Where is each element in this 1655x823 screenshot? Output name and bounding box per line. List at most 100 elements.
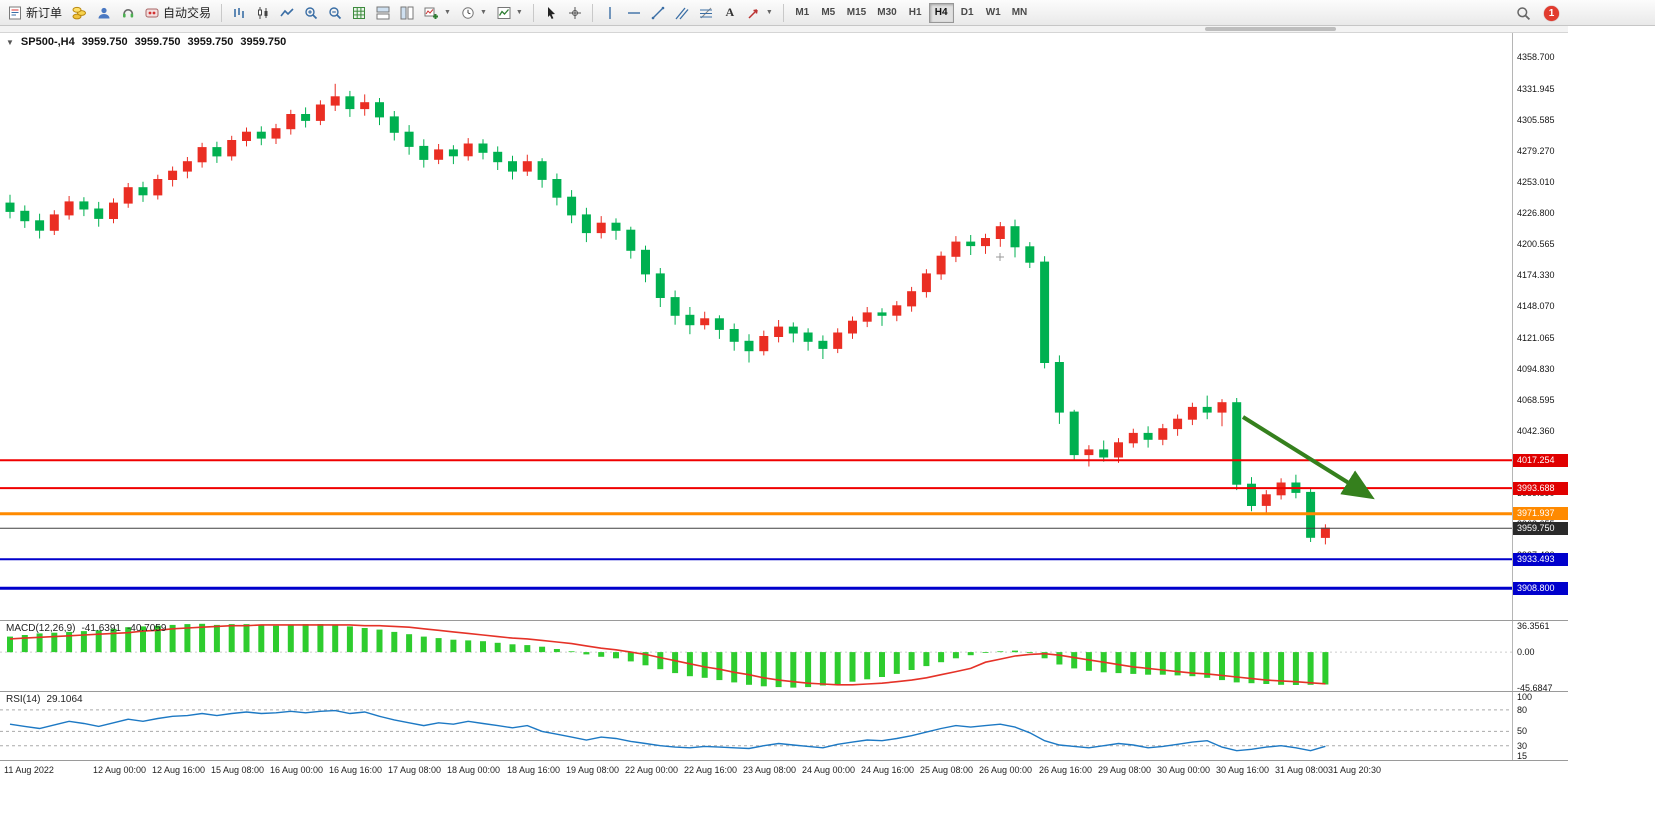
- indicators-button[interactable]: ▼: [493, 3, 527, 23]
- chart-title: ▼ SP500-,H4 3959.750 3959.750 3959.750 3…: [6, 36, 286, 48]
- new-order-button[interactable]: 新订单: [4, 3, 66, 23]
- price-axis-label: 4121.065: [1517, 333, 1555, 343]
- zoom-in-icon: [305, 6, 318, 19]
- price-axis-label: 4279.270: [1517, 146, 1555, 156]
- chart-horizontal-scrollbar[interactable]: [0, 26, 1568, 33]
- price-axis[interactable]: 4358.700 4331.945 4305.585 4279.270 4253.010…: [1512, 33, 1569, 620]
- timeframe-button-M5[interactable]: M5: [816, 3, 841, 23]
- time-axis-label: 23 Aug 08:00: [743, 765, 797, 775]
- auto-trading-icon: [145, 8, 159, 17]
- rsi-label: RSI(14): [6, 694, 41, 705]
- time-axis[interactable]: 11 Aug 2022 12 Aug 00:00 12 Aug 16:00 15 Au…: [0, 761, 1568, 781]
- timeframe-button-M15[interactable]: M15: [842, 3, 871, 23]
- macd-axis-label: -45.6847: [1517, 683, 1553, 693]
- channel-icon: [675, 7, 689, 19]
- rsi-panel: RSI(14) 29.1064 100 80 50 30 15: [0, 692, 1569, 761]
- bar-chart-icon: [234, 7, 244, 18]
- macd-canvas[interactable]: [0, 621, 1512, 691]
- toolbar-separator: [532, 3, 534, 22]
- cursor-tool-button[interactable]: [540, 3, 562, 23]
- time-axis-label: 18 Aug 16:00: [507, 765, 561, 775]
- price-chart-panel: ▼ SP500-,H4 3959.750 3959.750 3959.750 3…: [0, 33, 1569, 621]
- ohlc-close: 3959.750: [240, 36, 287, 48]
- price-axis-label: 4226.800: [1517, 208, 1555, 218]
- ohlc-low: 3959.750: [187, 36, 234, 48]
- chevron-down-icon: ▼: [444, 9, 451, 16]
- time-axis-label: 31 Aug 20:30: [1328, 765, 1382, 775]
- bar-chart-mode-button[interactable]: [228, 3, 250, 23]
- search-button[interactable]: [1512, 3, 1534, 23]
- tile-windows-horizontal-button[interactable]: [372, 3, 394, 23]
- vertical-line-tool-button[interactable]: [599, 3, 621, 23]
- zoom-out-button[interactable]: [324, 3, 346, 23]
- rsi-axis-label: 100: [1517, 692, 1533, 702]
- price-axis-label: 4358.700: [1517, 52, 1555, 62]
- period-button[interactable]: ▼: [457, 3, 491, 23]
- notification-badge[interactable]: 1: [1544, 5, 1559, 21]
- text-tool-button[interactable]: A: [719, 3, 741, 23]
- timeframe-button-MN[interactable]: MN: [1007, 3, 1033, 23]
- channel-tool-button[interactable]: [671, 3, 693, 23]
- time-axis-label: 24 Aug 00:00: [802, 765, 856, 775]
- support-button[interactable]: [117, 3, 139, 23]
- gold-coins-icon: [72, 6, 87, 19]
- timeframe-button-M1[interactable]: M1: [790, 3, 815, 23]
- main-toolbar: 新订单 自动交易: [0, 0, 1655, 26]
- candlestick-chart-icon: [258, 6, 268, 19]
- rsi-canvas[interactable]: [0, 692, 1512, 760]
- tile-horizontal-icon: [376, 6, 390, 19]
- price-axis-label: 4174.330: [1517, 270, 1555, 280]
- time-axis-label: 22 Aug 16:00: [684, 765, 738, 775]
- tile-vertical-icon: [400, 6, 414, 19]
- timeframe-button-H4[interactable]: H4: [928, 2, 954, 23]
- trendline-tool-button[interactable]: [647, 3, 669, 23]
- price-axis-label: 4200.565: [1517, 239, 1555, 249]
- community-button[interactable]: [93, 3, 115, 23]
- time-axis-label: 16 Aug 16:00: [329, 765, 383, 775]
- grid-icon: [353, 6, 366, 19]
- symbol-label: SP500-,H4: [20, 36, 75, 48]
- timeframe-button-D1[interactable]: D1: [955, 3, 980, 23]
- tile-windows-vertical-button[interactable]: [396, 3, 418, 23]
- time-axis-label: 16 Aug 00:00: [270, 765, 324, 775]
- time-axis-label: 25 Aug 08:00: [920, 765, 974, 775]
- candlestick-mode-button[interactable]: [252, 3, 274, 23]
- new-chart-button[interactable]: ▼: [420, 3, 455, 23]
- price-axis-label: 4253.010: [1517, 177, 1555, 187]
- price-chart-canvas[interactable]: [0, 33, 1512, 620]
- fibonacci-tool-button[interactable]: [695, 3, 717, 23]
- timeframe-button-H1[interactable]: H1: [903, 3, 928, 23]
- macd-axis[interactable]: 36.3561 0.00 -45.6847: [1512, 621, 1569, 693]
- crosshair-tool-button[interactable]: [564, 3, 586, 23]
- rsi-axis[interactable]: 100 80 50 30 15: [1512, 692, 1569, 761]
- time-axis-label: 26 Aug 16:00: [1039, 765, 1093, 775]
- scrollbar-thumb[interactable]: [1205, 27, 1336, 31]
- rsi-axis-label: 80: [1517, 705, 1528, 715]
- indicator-icon: [497, 6, 511, 19]
- new-order-label: 新订单: [26, 6, 63, 20]
- price-level-tag: 4017.254: [1513, 454, 1568, 467]
- crosshair-icon: [568, 6, 581, 19]
- symbol-dropdown-icon[interactable]: ▼: [6, 38, 14, 47]
- time-axis-label: 11 Aug 2022: [4, 765, 54, 775]
- horizontal-line-tool-button[interactable]: [623, 3, 645, 23]
- price-axis-label: 4042.360: [1517, 426, 1555, 436]
- timeframe-button-W1[interactable]: W1: [981, 3, 1006, 23]
- time-axis-label: 15 Aug 08:00: [211, 765, 265, 775]
- grid-toggle-button[interactable]: [348, 3, 370, 23]
- shapes-tool-button[interactable]: ▼: [743, 3, 777, 23]
- line-chart-mode-button[interactable]: [276, 3, 298, 23]
- time-axis-label: 17 Aug 08:00: [388, 765, 442, 775]
- toolbar-right-group: 1: [1512, 3, 1559, 23]
- timeframe-button-M30[interactable]: M30: [872, 3, 901, 23]
- time-axis-label: 19 Aug 08:00: [566, 765, 620, 775]
- macd-panel: MACD(12,26,9) -41.6391 -40.7059 36.3561 0…: [0, 621, 1569, 693]
- market-watch-button[interactable]: [68, 3, 91, 23]
- person-icon: [98, 7, 110, 18]
- toolbar-separator: [782, 3, 784, 22]
- auto-trading-button[interactable]: 自动交易: [141, 3, 215, 23]
- arrow-shape-icon: [748, 8, 758, 19]
- toolbar-separator: [591, 3, 593, 22]
- zoom-in-button[interactable]: [300, 3, 322, 23]
